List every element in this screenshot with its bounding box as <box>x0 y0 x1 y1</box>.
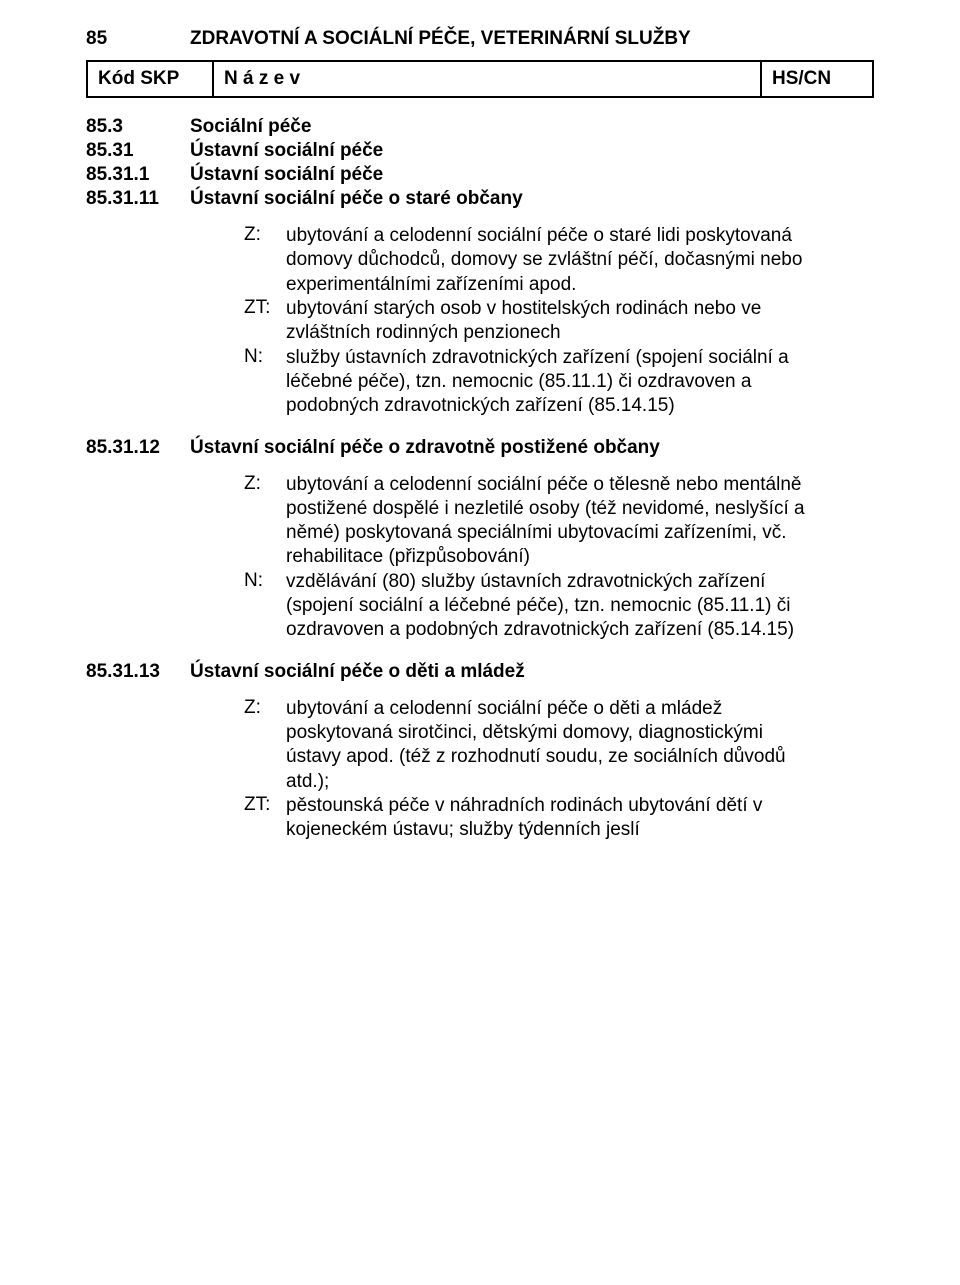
def-tag-z: Z: <box>244 697 286 794</box>
def-text: vzdělávání (80) služby ústavních zdravot… <box>286 570 806 643</box>
def-tag-n: N: <box>244 346 286 419</box>
def-n: N: vzdělávání (80) služby ústavních zdra… <box>244 570 874 643</box>
page-header-code: 85 <box>86 28 190 50</box>
entry-code: 85.31.11 <box>86 188 190 210</box>
entry-85-31-13: 85.31.13 Ústavní sociální péče o děti a … <box>86 661 874 683</box>
def-tag-n: N: <box>244 570 286 643</box>
def-zt: ZT: ubytování starých osob v hostitelský… <box>244 297 874 346</box>
def-text: ubytování a celodenní sociální péče o tě… <box>286 473 806 570</box>
page-header-row: 85 ZDRAVOTNÍ A SOCIÁLNÍ PÉČE, VETERINÁRN… <box>86 28 874 50</box>
entry-85-31: 85.31 Ústavní sociální péče <box>86 140 874 162</box>
entry-label: Ústavní sociální péče <box>190 164 383 186</box>
def-tag-zt: ZT: <box>244 794 286 843</box>
def-text: pěstounská péče v náhradních rodinách ub… <box>286 794 806 843</box>
entry-85-31-11: 85.31.11 Ústavní sociální péče o staré o… <box>86 188 874 210</box>
definitions-85-31-12: Z: ubytování a celodenní sociální péče o… <box>244 473 874 643</box>
page-header-title: ZDRAVOTNÍ A SOCIÁLNÍ PÉČE, VETERINÁRNÍ S… <box>190 28 691 50</box>
entry-85-3: 85.3 Sociální péče <box>86 116 874 138</box>
def-z: Z: ubytování a celodenní sociální péče o… <box>244 473 874 570</box>
def-tag-z: Z: <box>244 224 286 297</box>
def-zt: ZT: pěstounská péče v náhradních rodinác… <box>244 794 874 843</box>
entry-label: Ústavní sociální péče o děti a mládež <box>190 661 525 683</box>
def-text: ubytování a celodenní sociální péče o st… <box>286 224 806 297</box>
entry-code: 85.31.1 <box>86 164 190 186</box>
def-tag-z: Z: <box>244 473 286 570</box>
def-text: ubytování starých osob v hostitelských r… <box>286 297 806 346</box>
col-header-nazev: N á z e v <box>213 61 761 97</box>
entry-85-31-12: 85.31.12 Ústavní sociální péče o zdravot… <box>86 437 874 459</box>
def-tag-zt: ZT: <box>244 297 286 346</box>
entry-label: Ústavní sociální péče o zdravotně postiž… <box>190 437 660 459</box>
entry-code: 85.31.12 <box>86 437 190 459</box>
entry-label: Ústavní sociální péče <box>190 140 383 162</box>
col-header-hscn: HS/CN <box>761 61 873 97</box>
def-text: ubytování a celodenní sociální péče o dě… <box>286 697 806 794</box>
entry-label: Sociální péče <box>190 116 311 138</box>
entry-code: 85.31 <box>86 140 190 162</box>
def-n: N: služby ústavních zdravotnických zaříz… <box>244 346 874 419</box>
entry-85-31-1: 85.31.1 Ústavní sociální péče <box>86 164 874 186</box>
column-header-table: Kód SKP N á z e v HS/CN <box>86 60 874 98</box>
definitions-85-31-13: Z: ubytování a celodenní sociální péče o… <box>244 697 874 843</box>
col-header-kod: Kód SKP <box>87 61 213 97</box>
table-row: Kód SKP N á z e v HS/CN <box>87 61 873 97</box>
def-text: služby ústavních zdravotnických zařízení… <box>286 346 806 419</box>
def-z: Z: ubytování a celodenní sociální péče o… <box>244 697 874 794</box>
document-page: 85 ZDRAVOTNÍ A SOCIÁLNÍ PÉČE, VETERINÁRN… <box>0 0 960 1285</box>
entry-label: Ústavní sociální péče o staré občany <box>190 188 523 210</box>
entry-code: 85.31.13 <box>86 661 190 683</box>
definitions-85-31-11: Z: ubytování a celodenní sociální péče o… <box>244 224 874 419</box>
entry-code: 85.3 <box>86 116 190 138</box>
def-z: Z: ubytování a celodenní sociální péče o… <box>244 224 874 297</box>
